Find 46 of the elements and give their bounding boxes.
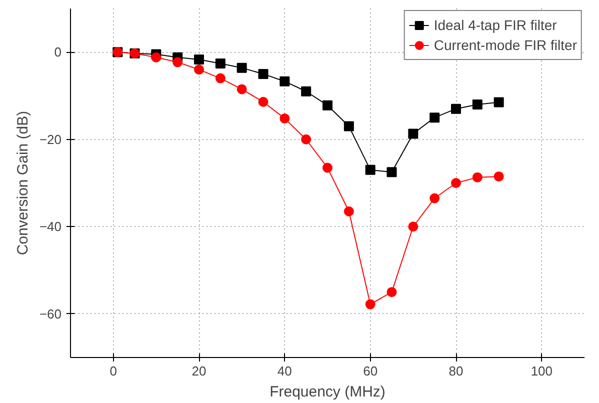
x-tick-label: 60 (363, 364, 378, 378)
point (215, 58, 226, 68)
point (494, 171, 504, 182)
point (451, 178, 461, 188)
point (194, 54, 204, 65)
point (322, 100, 332, 110)
legend-label: Current-mode FIR filter (434, 37, 577, 53)
point (301, 86, 312, 96)
point (344, 121, 354, 132)
point (172, 57, 183, 68)
y-tick-label: −20 (39, 132, 62, 147)
x-axis-title: Frequency (MHz) (270, 384, 386, 400)
point (472, 172, 482, 182)
point (280, 113, 290, 124)
y-tick-label: −40 (39, 219, 62, 234)
x-tick-label: 20 (192, 364, 206, 378)
point (494, 97, 504, 108)
point (258, 96, 268, 107)
point (430, 193, 440, 204)
point (322, 162, 332, 173)
point (344, 206, 354, 216)
point (472, 99, 482, 110)
x-tick-label: 100 (530, 364, 553, 378)
x-tick-label: 80 (448, 364, 464, 378)
y-axis-title: Conversion Gain (dB) (14, 110, 32, 256)
point (194, 64, 204, 75)
point (408, 128, 418, 139)
x-tick-label: 0 (110, 364, 117, 378)
y-tick-label: −60 (39, 306, 62, 322)
legend-label: Ideal 4-tap FIR filter (434, 17, 557, 33)
point (236, 84, 247, 94)
point (215, 73, 226, 84)
point (365, 299, 376, 310)
point (258, 68, 268, 79)
point (365, 164, 376, 175)
point (301, 134, 312, 144)
point (451, 104, 461, 114)
point (386, 287, 397, 298)
point (280, 76, 290, 86)
point (151, 52, 162, 62)
point (408, 222, 418, 232)
point (386, 167, 397, 178)
point (430, 112, 440, 123)
y-tick-label: 0 (54, 44, 62, 60)
x-tick-label: 40 (277, 364, 292, 378)
point (236, 62, 247, 73)
